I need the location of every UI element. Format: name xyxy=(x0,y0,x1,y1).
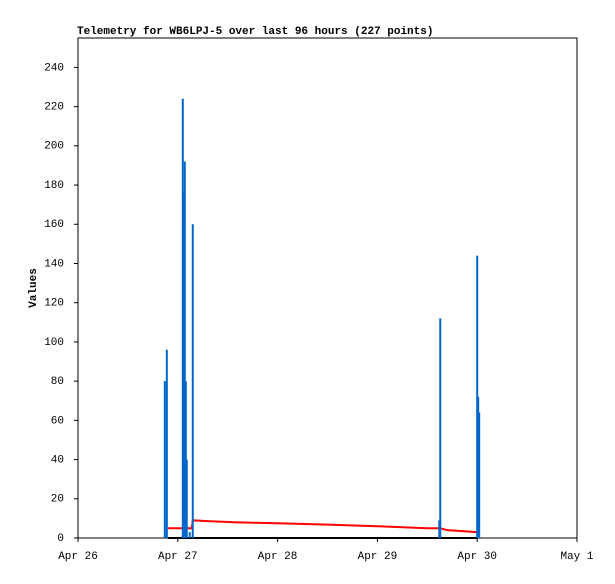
y-tick-label: 40 xyxy=(51,454,64,466)
series-line xyxy=(167,519,478,534)
y-axis-label: Values xyxy=(28,268,40,308)
y-tick-label: 120 xyxy=(44,298,64,310)
x-tick-label: Apr 27 xyxy=(158,551,198,563)
x-tick-label: Apr 30 xyxy=(457,551,497,563)
x-tick-label: May 1 xyxy=(560,551,593,563)
y-tick-label: 180 xyxy=(44,180,64,192)
x-tick-label: Apr 29 xyxy=(358,551,398,563)
y-tick-label: 240 xyxy=(44,62,64,74)
y-tick-label: 220 xyxy=(44,102,64,114)
chart-title: Telemetry for WB6LPJ-5 over last 96 hour… xyxy=(77,26,433,38)
plot-frame xyxy=(77,37,578,539)
y-tick-label: 200 xyxy=(44,141,64,153)
y-tick-label: 100 xyxy=(44,337,64,349)
y-tick-label: 0 xyxy=(57,533,64,545)
y-tick-label: 60 xyxy=(51,415,64,427)
y-tick-label: 140 xyxy=(44,258,64,270)
x-tick-label: Apr 28 xyxy=(258,551,298,563)
y-tick-label: 20 xyxy=(51,494,64,506)
y-tick-label: 80 xyxy=(51,376,64,388)
x-tick-label: Apr 26 xyxy=(58,551,98,563)
y-tick-label: 160 xyxy=(44,219,64,231)
